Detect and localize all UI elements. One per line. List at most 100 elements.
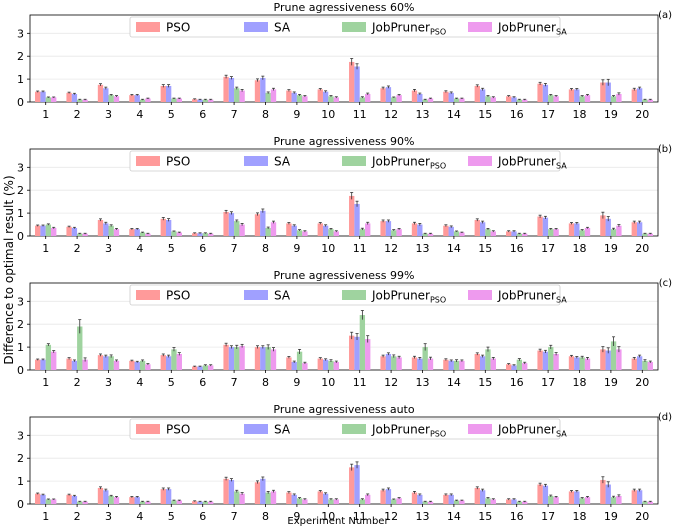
bar: [234, 221, 240, 236]
bar: [448, 494, 454, 504]
y-tick-label: 1: [17, 341, 24, 354]
bar: [616, 349, 622, 370]
bar: [129, 497, 135, 504]
bar: [328, 229, 334, 236]
bar: [234, 347, 240, 370]
bar: [82, 233, 88, 236]
panel-title: Prune agressiveness auto: [273, 403, 414, 416]
bar: [380, 356, 386, 370]
x-tick-label: 6: [199, 510, 206, 523]
legend-swatch: [244, 22, 268, 32]
bar: [600, 82, 606, 102]
bar: [160, 355, 166, 370]
bar: [391, 499, 397, 504]
bar: [631, 89, 637, 102]
bar: [71, 93, 78, 102]
bar: [642, 501, 648, 504]
bar: [506, 231, 512, 236]
x-tick-label: 13: [416, 108, 430, 121]
panel-title: Prune agressiveness 60%: [274, 1, 415, 14]
bar: [254, 80, 261, 102]
bar: [579, 498, 585, 504]
legend-entry: PSO: [166, 423, 190, 437]
x-tick-label: 13: [416, 510, 430, 523]
bar: [553, 497, 559, 504]
bar: [66, 92, 72, 102]
bar: [97, 219, 104, 236]
bar: [97, 487, 104, 504]
bar: [485, 96, 491, 102]
bar: [40, 91, 46, 102]
bar: [296, 498, 303, 504]
bar: [134, 229, 140, 236]
bar: [322, 493, 329, 504]
bar: [202, 99, 209, 102]
x-tick-label: 14: [447, 242, 461, 255]
bar: [349, 61, 355, 102]
bar: [417, 93, 423, 102]
bar: [631, 222, 637, 236]
x-tick-label: 20: [635, 510, 649, 523]
bar: [349, 195, 355, 236]
bar: [302, 363, 308, 370]
y-tick-label: 1: [17, 207, 24, 220]
x-tick-label: 15: [478, 510, 492, 523]
bar: [574, 223, 580, 236]
x-tick-label: 4: [136, 376, 143, 389]
bar: [422, 233, 428, 236]
legend-swatch: [244, 156, 268, 166]
bar: [176, 353, 182, 370]
bar: [616, 495, 622, 504]
bar: [365, 494, 371, 504]
x-tick-label: 8: [262, 242, 269, 255]
bar: [129, 95, 135, 102]
x-tick-label: 11: [353, 510, 367, 523]
bar: [479, 490, 486, 504]
x-tick-label: 3: [105, 376, 112, 389]
bar: [51, 351, 57, 370]
bar: [317, 223, 323, 236]
bar: [584, 358, 591, 370]
y-tick-label: 0: [17, 498, 24, 511]
bar: [553, 96, 559, 102]
bar: [254, 214, 261, 236]
bar: [610, 497, 617, 504]
bar: [51, 499, 57, 504]
bar: [579, 357, 585, 370]
bar: [616, 93, 622, 102]
bar: [270, 89, 277, 102]
bar: [600, 215, 606, 236]
legend-swatch: [136, 290, 160, 300]
bar: [108, 95, 114, 102]
legend-swatch: [468, 22, 492, 32]
bar: [600, 479, 606, 504]
x-tick-label: 7: [231, 108, 238, 121]
bar: [411, 492, 418, 504]
bar: [548, 347, 554, 370]
bar: [171, 500, 177, 504]
legend: PSO SA JobPrunerPSO JobPrunerSA: [129, 150, 567, 172]
legend-swatch: [342, 22, 366, 32]
bar: [129, 229, 135, 236]
bar: [302, 499, 308, 504]
bar: [113, 96, 120, 102]
bar: [605, 218, 611, 236]
bar: [197, 99, 203, 102]
x-tick-label: 9: [293, 108, 300, 121]
bar: [328, 96, 334, 102]
bar: [422, 501, 428, 504]
bar: [296, 95, 303, 102]
bar: [270, 349, 277, 370]
bar: [427, 501, 434, 504]
bar: [631, 358, 637, 370]
x-tick-label: 12: [384, 108, 398, 121]
bar: [208, 99, 214, 102]
bar: [411, 223, 418, 236]
bar: [223, 76, 229, 102]
x-tick-label: 1: [42, 108, 49, 121]
bar: [516, 233, 523, 236]
bar: [553, 229, 559, 236]
x-tick-label: 10: [321, 376, 335, 389]
bar: [228, 347, 235, 370]
